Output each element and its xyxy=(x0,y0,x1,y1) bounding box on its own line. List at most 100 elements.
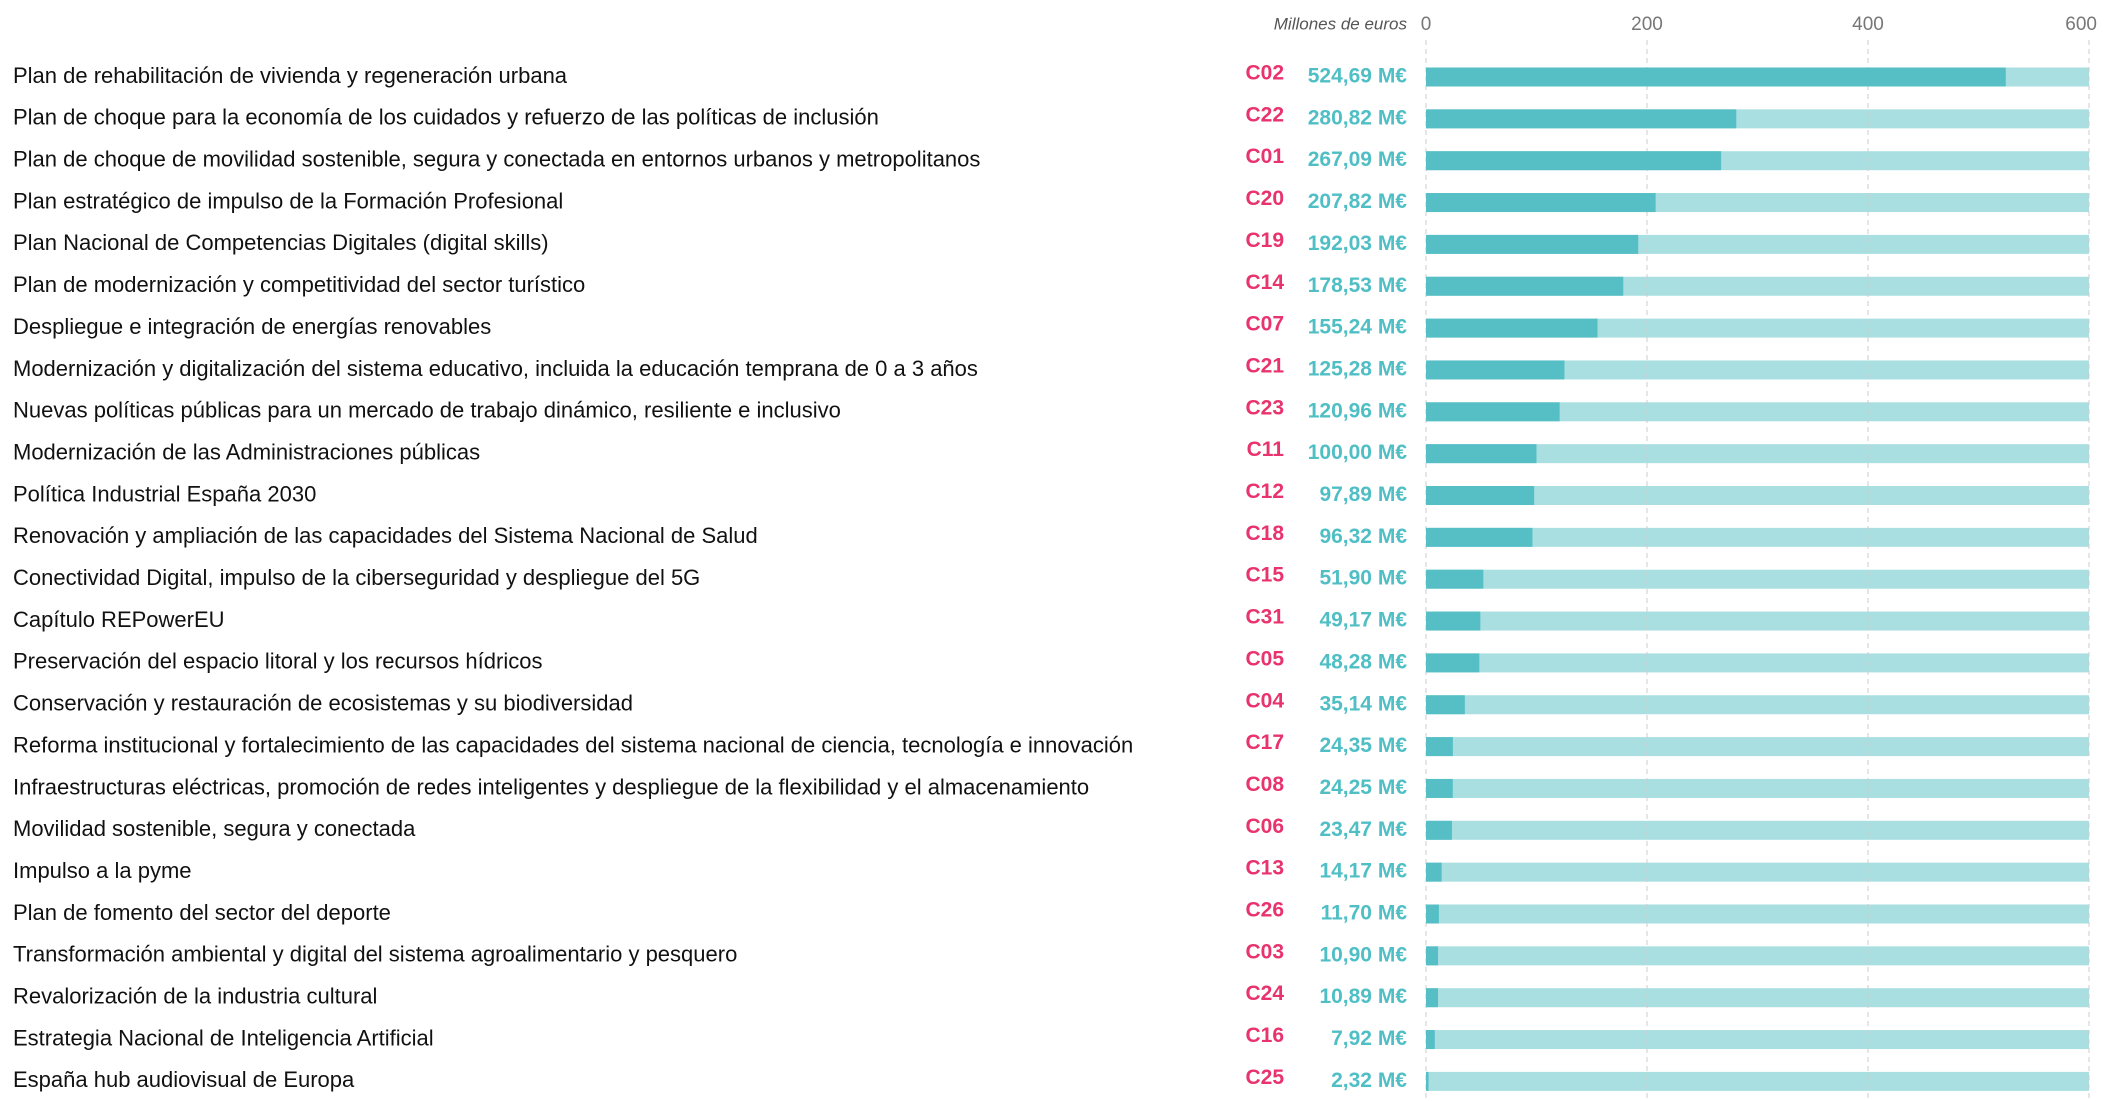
value-label: 2,32 M€ xyxy=(1331,1069,1407,1092)
bar xyxy=(1426,151,1722,171)
bar-track xyxy=(1426,1071,2089,1091)
code-label: C21 xyxy=(1245,354,1284,377)
bar-track xyxy=(1426,946,2089,966)
x-tick-label: 400 xyxy=(1852,14,1884,35)
category-label: Impulso a la pyme xyxy=(13,858,192,883)
x-tick-label: 0 xyxy=(1421,14,1432,35)
bar-track xyxy=(1426,360,2089,380)
category-label: España hub audiovisual de Europa xyxy=(13,1067,355,1092)
category-label: Plan de choque para la economía de los c… xyxy=(13,105,879,130)
code-label: C20 xyxy=(1245,187,1284,210)
category-label: Nuevas políticas públicas para un mercad… xyxy=(13,398,841,423)
category-label: Conectividad Digital, impulso de la cibe… xyxy=(13,565,700,590)
bar-track xyxy=(1426,527,2089,547)
value-label: 96,32 M€ xyxy=(1319,525,1407,548)
bar xyxy=(1426,109,1737,129)
category-label: Plan estratégico de impulso de la Formac… xyxy=(13,188,563,213)
category-label: Plan de fomento del sector del deporte xyxy=(13,900,391,925)
category-label: Reforma institucional y fortalecimiento … xyxy=(13,732,1133,757)
bar-track xyxy=(1426,820,2089,840)
value-label: 125,28 M€ xyxy=(1308,357,1408,380)
category-label: Plan Nacional de Competencias Digitales … xyxy=(13,230,549,255)
bar-track xyxy=(1426,611,2089,631)
value-label: 120,96 M€ xyxy=(1308,399,1408,422)
bar xyxy=(1426,695,1465,715)
code-label: C26 xyxy=(1245,899,1284,922)
value-label: 10,90 M€ xyxy=(1319,943,1407,966)
value-label: 10,89 M€ xyxy=(1319,985,1407,1008)
code-label: C23 xyxy=(1245,396,1284,419)
bar-track xyxy=(1426,444,2089,464)
category-label: Plan de choque de movilidad sostenible, … xyxy=(13,147,980,172)
value-label: 207,82 M€ xyxy=(1308,190,1408,213)
value-label: 14,17 M€ xyxy=(1319,860,1407,883)
bar-track xyxy=(1426,569,2089,589)
bar xyxy=(1426,444,1537,464)
bar xyxy=(1426,946,1439,966)
bar xyxy=(1426,193,1656,213)
code-label: C16 xyxy=(1245,1024,1284,1047)
value-label: 24,35 M€ xyxy=(1319,734,1407,757)
category-label: Conservación y restauración de ecosistem… xyxy=(13,691,633,716)
category-label: Modernización y digitalización del siste… xyxy=(13,356,978,381)
code-label: C03 xyxy=(1245,940,1284,963)
code-label: C18 xyxy=(1245,522,1284,545)
bar xyxy=(1426,67,2006,87)
bar-track xyxy=(1426,653,2089,673)
category-label: Política Industrial España 2030 xyxy=(13,481,316,506)
bar xyxy=(1426,778,1453,798)
category-label: Plan de rehabilitación de vivienda y reg… xyxy=(13,63,568,88)
code-label: C14 xyxy=(1245,271,1284,294)
x-tick-label: 600 xyxy=(2065,14,2097,35)
bar-track xyxy=(1426,402,2089,422)
category-label: Revalorización de la industria cultural xyxy=(13,984,377,1009)
axis-label: Millones de euros xyxy=(1274,14,1408,33)
bar-track xyxy=(1426,862,2089,882)
bar xyxy=(1426,276,1624,296)
bar-track xyxy=(1426,486,2089,505)
bar xyxy=(1426,988,1439,1008)
bar-track xyxy=(1426,695,2089,715)
code-label: C22 xyxy=(1245,103,1284,126)
value-label: 7,92 M€ xyxy=(1331,1027,1407,1050)
bar-track xyxy=(1426,778,2089,798)
bar xyxy=(1426,904,1439,924)
bar xyxy=(1426,234,1639,254)
code-label: C24 xyxy=(1245,982,1284,1005)
bar xyxy=(1426,862,1442,882)
value-label: 48,28 M€ xyxy=(1319,650,1407,673)
value-label: 280,82 M€ xyxy=(1308,106,1408,129)
bar xyxy=(1426,527,1533,547)
code-label: C13 xyxy=(1245,857,1284,880)
bar xyxy=(1426,1030,1435,1050)
code-label: C11 xyxy=(1247,438,1285,461)
code-label: C19 xyxy=(1245,229,1284,252)
bar xyxy=(1426,820,1452,840)
category-label: Renovación y ampliación de las capacidad… xyxy=(13,523,758,548)
code-label: C07 xyxy=(1245,313,1284,336)
x-tick-label: 200 xyxy=(1631,14,1663,35)
category-label: Modernización de las Administraciones pú… xyxy=(13,439,480,464)
code-label: C06 xyxy=(1245,815,1284,838)
code-label: C08 xyxy=(1245,773,1284,796)
bar-track xyxy=(1426,737,2089,757)
value-label: 178,53 M€ xyxy=(1308,274,1408,297)
bar xyxy=(1426,402,1560,422)
bar-track xyxy=(1426,904,2089,924)
code-label: C17 xyxy=(1245,731,1284,754)
code-label: C01 xyxy=(1245,145,1284,168)
bar xyxy=(1426,486,1535,505)
code-label: C25 xyxy=(1245,1066,1284,1089)
category-label: Preservación del espacio litoral y los r… xyxy=(13,649,542,674)
code-label: C12 xyxy=(1245,480,1284,503)
value-label: 100,00 M€ xyxy=(1308,441,1408,464)
category-label: Movilidad sostenible, segura y conectada xyxy=(13,816,416,841)
value-label: 524,69 M€ xyxy=(1308,65,1408,88)
bar xyxy=(1426,569,1484,589)
category-label: Transformación ambiental y digital del s… xyxy=(13,942,737,967)
bar xyxy=(1426,653,1480,673)
value-label: 23,47 M€ xyxy=(1319,818,1407,841)
bar xyxy=(1426,360,1565,380)
value-label: 192,03 M€ xyxy=(1308,232,1408,255)
